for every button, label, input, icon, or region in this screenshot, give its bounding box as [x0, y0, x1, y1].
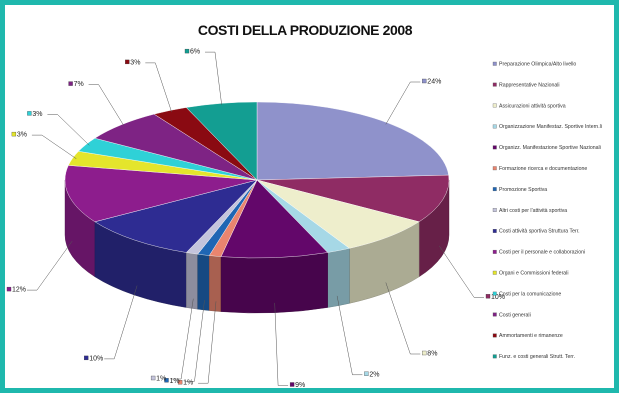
- leader-line-organi-e-commissioni-federali: [31, 134, 77, 159]
- data-label-preparazione-olimpica-alto-livello: 24%: [427, 79, 441, 86]
- legend-label-ammortamenti-e-rimanenze: Ammortamenti e rimanenze: [499, 333, 563, 339]
- legend-swatch-preparazione-olimpica-alto-livello: [492, 61, 497, 66]
- leader-line-organizz-manifestazione-sportive-nazionali: [274, 302, 289, 386]
- legend-swatch-organizz-manifestazione-sportive-nazionali: [492, 145, 497, 150]
- legend-label-organizzazione-manifestaz-sportive-intern-li: Organizzazione Manifestaz. Sportive Inte…: [499, 124, 602, 130]
- label-swatch-assicurazioni-attivit-sportiva: [422, 350, 427, 356]
- leader-line-costi-per-la-comunicazione: [47, 114, 90, 146]
- pie-wall-altri-costi-per-l-attivit-sportiva: [186, 252, 198, 310]
- pie-wall-formazione-ricerca-e-documentazione: [209, 255, 222, 312]
- pie-side-walls: [64, 179, 450, 314]
- legend-label-organizz-manifestazione-sportive-nazionali: Organizz. Manifestazione Sportive Nazion…: [499, 145, 601, 151]
- legend-swatch-costi-per-il-personale-e-collaborazioni: [492, 249, 497, 254]
- label-swatch-preparazione-olimpica-alto-livello: [422, 78, 427, 84]
- label-swatch-promozione-sportiva: [164, 378, 169, 383]
- legend-label-costi-per-il-personale-e-collaborazioni: Costi per il personale e collaborazioni: [499, 250, 585, 256]
- leader-line-formazione-ricerca-e-documentazione: [198, 301, 217, 384]
- pie-slice-assicurazioni-attivit-sportiva: [256, 179, 420, 249]
- legend-label-costi-generali: Costi generali: [499, 312, 531, 318]
- data-label-formazione-ricerca-e-documentazione: 1%: [183, 380, 193, 387]
- leader-line-costi-attivit-sportiva-struttura-terr: [104, 285, 138, 360]
- legend-swatch-organi-e-commissioni-federali: [492, 270, 497, 275]
- data-label-rappresentative-nazionali: 10%: [491, 294, 505, 301]
- leader-line-costi-per-il-personale-e-collaborazioni: [27, 240, 73, 291]
- label-swatch-organizz-manifestazione-sportive-nazionali: [289, 382, 295, 387]
- label-swatch-organizzazione-manifestaz-sportive-intern-li: [364, 371, 369, 376]
- data-label-organizzazione-manifestaz-sportive-intern-li: 2%: [369, 371, 379, 378]
- legend-swatch-costi-generali: [492, 312, 497, 317]
- pie-slice-preparazione-olimpica-alto-livello: [256, 101, 449, 181]
- legend-swatch-funz-e-costi-generali-strutt-terr: [492, 354, 497, 359]
- data-label-organizz-manifestazione-sportive-nazionali: 9%: [295, 382, 305, 388]
- label-swatch-altri-costi-per-l-attivit-sportiva: [150, 375, 156, 381]
- legend-label-rappresentative-nazionali: Rappresentative Nazionali: [499, 82, 560, 88]
- label-swatch-costi-per-il-personale-e-collaborazioni: [6, 286, 12, 292]
- label-swatch-funz-e-costi-generali-strutt-terr: [184, 48, 190, 54]
- legend-label-costi-per-la-comunicazione: Costi per la comunicazione: [499, 291, 561, 297]
- legend-swatch-costi-attivit-sportiva-struttura-terr: [492, 229, 497, 233]
- chart-title: COSTI DELLA PRODUZIONE 2008: [198, 22, 413, 38]
- legend-label-assicurazioni-attivit-sportiva: Assicurazioni attività sportiva: [499, 103, 566, 109]
- leader-line-assicurazioni-attivit-sportiva: [385, 282, 421, 355]
- legend-swatch-rappresentative-nazionali: [492, 82, 497, 87]
- legend-label-costi-attivit-sportiva-struttura-terr: Costi attività sportiva Struttura Terr.: [499, 229, 580, 235]
- pie-wall-organizz-manifestazione-sportive-nazionali: [220, 252, 328, 314]
- leader-line-altri-costi-per-l-attivit-sportiva: [171, 298, 194, 380]
- data-label-costi-per-il-personale-e-collaborazioni: 12%: [12, 287, 26, 294]
- data-label-costi-per-la-comunicazione: 3%: [32, 111, 42, 118]
- label-swatch-organi-e-commissioni-federali: [11, 131, 17, 137]
- data-label-altri-costi-per-l-attivit-sportiva: 1%: [156, 376, 166, 383]
- legend-swatch-costi-per-la-comunicazione: [492, 291, 497, 296]
- legend-swatch-organizzazione-manifestaz-sportive-intern-li: [492, 124, 497, 129]
- pie-slice-funz-e-costi-generali-strutt-terr: [185, 101, 258, 181]
- legend-swatch-ammortamenti-e-rimanenze: [492, 333, 497, 338]
- leader-line-funz-e-costi-generali-strutt-terr: [205, 51, 222, 105]
- legend-swatch-promozione-sportiva: [492, 187, 497, 192]
- chart-frame: COSTI DELLA PRODUZIONE 2008 24% 10% 8% 2% 9%…: [5, 5, 614, 388]
- legend-label-preparazione-olimpica-alto-livello: Preparazione Olimpica/Alto livello: [499, 62, 576, 68]
- leader-line-ammortamenti-e-rimanenze: [145, 62, 172, 112]
- label-swatch-rappresentative-nazionali: [485, 294, 491, 299]
- pie-slice-costi-attivit-sportiva-struttura-terr: [94, 179, 258, 253]
- legend-swatch-formazione-ricerca-e-documentazione: [492, 166, 497, 171]
- label-swatch-formazione-ricerca-e-documentazione: [177, 380, 183, 385]
- legend-label-organi-e-commissioni-federali: Organi e Commissioni federali: [499, 271, 568, 277]
- label-swatch-costi-per-la-comunicazione: [27, 111, 32, 116]
- legend-label-formazione-ricerca-e-documentazione: Formazione ricerca e documentazione: [499, 166, 587, 172]
- pie-wall-promozione-sportiva: [197, 253, 210, 311]
- data-label-assicurazioni-attivit-sportiva: 8%: [427, 351, 437, 358]
- pie-slice-rappresentative-nazionali: [256, 174, 450, 223]
- legend-swatch-assicurazioni-attivit-sportiva: [492, 103, 497, 108]
- pie-top-faces: [64, 101, 450, 259]
- legend-label-promozione-sportiva: Promozione Sportiva: [499, 187, 547, 193]
- leader-line-rappresentative-nazionali: [438, 245, 484, 298]
- leader-line-costi-generali: [88, 84, 125, 127]
- label-swatch-costi-generali: [68, 81, 73, 86]
- pie-slice-costi-per-il-personale-e-collaborazioni: [64, 165, 258, 223]
- data-label-costi-attivit-sportiva-struttura-terr: 10%: [89, 355, 103, 362]
- pie-slice-organizz-manifestazione-sportive-nazionali: [220, 179, 329, 259]
- label-swatch-ammortamenti-e-rimanenze: [125, 59, 130, 65]
- pie-wall-organizzazione-manifestaz-sportive-intern-li: [327, 248, 350, 308]
- leader-line-promozione-sportiva: [184, 300, 205, 382]
- leader-line-preparazione-olimpica-alto-livello: [385, 81, 421, 125]
- data-label-organi-e-commissioni-federali: 3%: [17, 132, 27, 139]
- legend-label-funz-e-costi-generali-strutt-terr: Funz. e costi generali Strutt. Terr.: [499, 354, 575, 360]
- label-swatch-costi-attivit-sportiva-struttura-terr: [84, 355, 89, 361]
- data-label-funz-e-costi-generali-strutt-terr: 6%: [190, 49, 200, 56]
- data-label-promozione-sportiva: 1%: [170, 378, 180, 385]
- data-label-ammortamenti-e-rimanenze: 3%: [130, 59, 140, 66]
- leader-line-organizzazione-manifestaz-sportive-intern-li: [336, 295, 363, 376]
- legend-swatch-altri-costi-per-l-attivit-sportiva: [492, 208, 497, 212]
- pie-chart: COSTI DELLA PRODUZIONE 2008 24% 10% 8% 2% 9%…: [6, 22, 602, 388]
- data-label-costi-generali: 7%: [74, 81, 84, 88]
- chart-legend: Preparazione Olimpica/Alto livello Rappre…: [492, 61, 602, 360]
- pie-value-labels: 24%10%8%2%9%1%1%1%10%12%3%3%7%3%6%: [6, 48, 505, 388]
- legend-label-altri-costi-per-l-attivit-sportiva: Altri costi per l'attività sportiva: [499, 208, 567, 214]
